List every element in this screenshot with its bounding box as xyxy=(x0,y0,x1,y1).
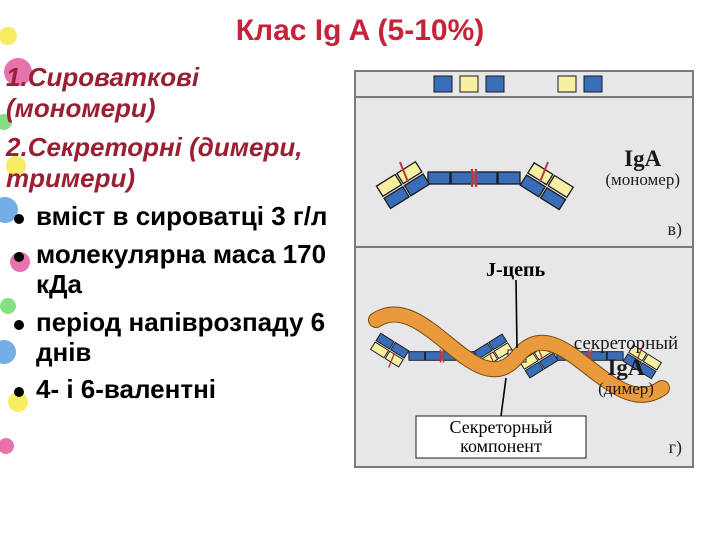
svg-text:J-цепь: J-цепь xyxy=(486,259,546,281)
list-item-bullet: вміст в сироватці 3 г/л xyxy=(6,202,336,232)
panel-letter: г) xyxy=(669,437,682,458)
bullet-text: 4- і 6-валентні xyxy=(36,375,216,405)
diagram-cell-top xyxy=(356,72,692,98)
caption-sub: (мономер) xyxy=(605,171,680,190)
bullet-icon xyxy=(14,252,24,262)
bullet-icon xyxy=(14,214,24,224)
list-item-bullet: молекулярна маса 170 кДа xyxy=(6,240,336,300)
list-item-numbered: 1.Сироваткові (мономери) xyxy=(6,62,336,124)
diagram-cell-dimer: J-цепь Секреторныйкомпонент секреторный I… xyxy=(356,248,692,464)
dimer-caption: секреторный IgA (димер) xyxy=(566,334,686,399)
list-item-bullet: 4- і 6-валентні xyxy=(6,375,336,405)
list-item-bullet: період напіврозпаду 6 днів xyxy=(6,308,336,368)
bullet-text: молекулярна маса 170 кДа xyxy=(36,240,336,300)
bullet-icon xyxy=(14,387,24,397)
svg-text:компонент: компонент xyxy=(460,436,542,456)
bullet-text: період напіврозпаду 6 днів xyxy=(36,308,336,368)
bullet-text: вміст в сироватці 3 г/л xyxy=(36,202,327,232)
diagram-cell-monomer: IgA (мономер) в) xyxy=(356,98,692,248)
list-item-numbered: 2.Секреторні (димери, тримери) xyxy=(6,132,336,194)
panel-letter: в) xyxy=(668,219,683,240)
caption-big: IgA xyxy=(566,355,686,380)
svg-text:Секреторный: Секреторный xyxy=(450,417,553,437)
bullet-icon xyxy=(14,320,24,330)
page-title: Клас Ig A (5-10%) xyxy=(0,14,720,48)
caption-mid: секреторный xyxy=(566,334,686,355)
list-text: Сироваткові (мономери) xyxy=(6,62,199,123)
content-list: 1.Сироваткові (мономери) 2.Секреторні (д… xyxy=(6,62,336,413)
caption-sub: (димер) xyxy=(566,380,686,399)
list-number: 2. xyxy=(6,132,28,162)
monomer-caption: IgA (мономер) xyxy=(605,146,680,190)
list-number: 1. xyxy=(6,62,28,92)
list-text: Секреторні (димери, тримери) xyxy=(6,132,302,193)
diagram-panel: IgA (мономер) в) J-цепь Секреторныйкомпон… xyxy=(354,70,694,468)
caption-big: IgA xyxy=(605,146,680,171)
diagram-top-strip xyxy=(356,72,692,96)
